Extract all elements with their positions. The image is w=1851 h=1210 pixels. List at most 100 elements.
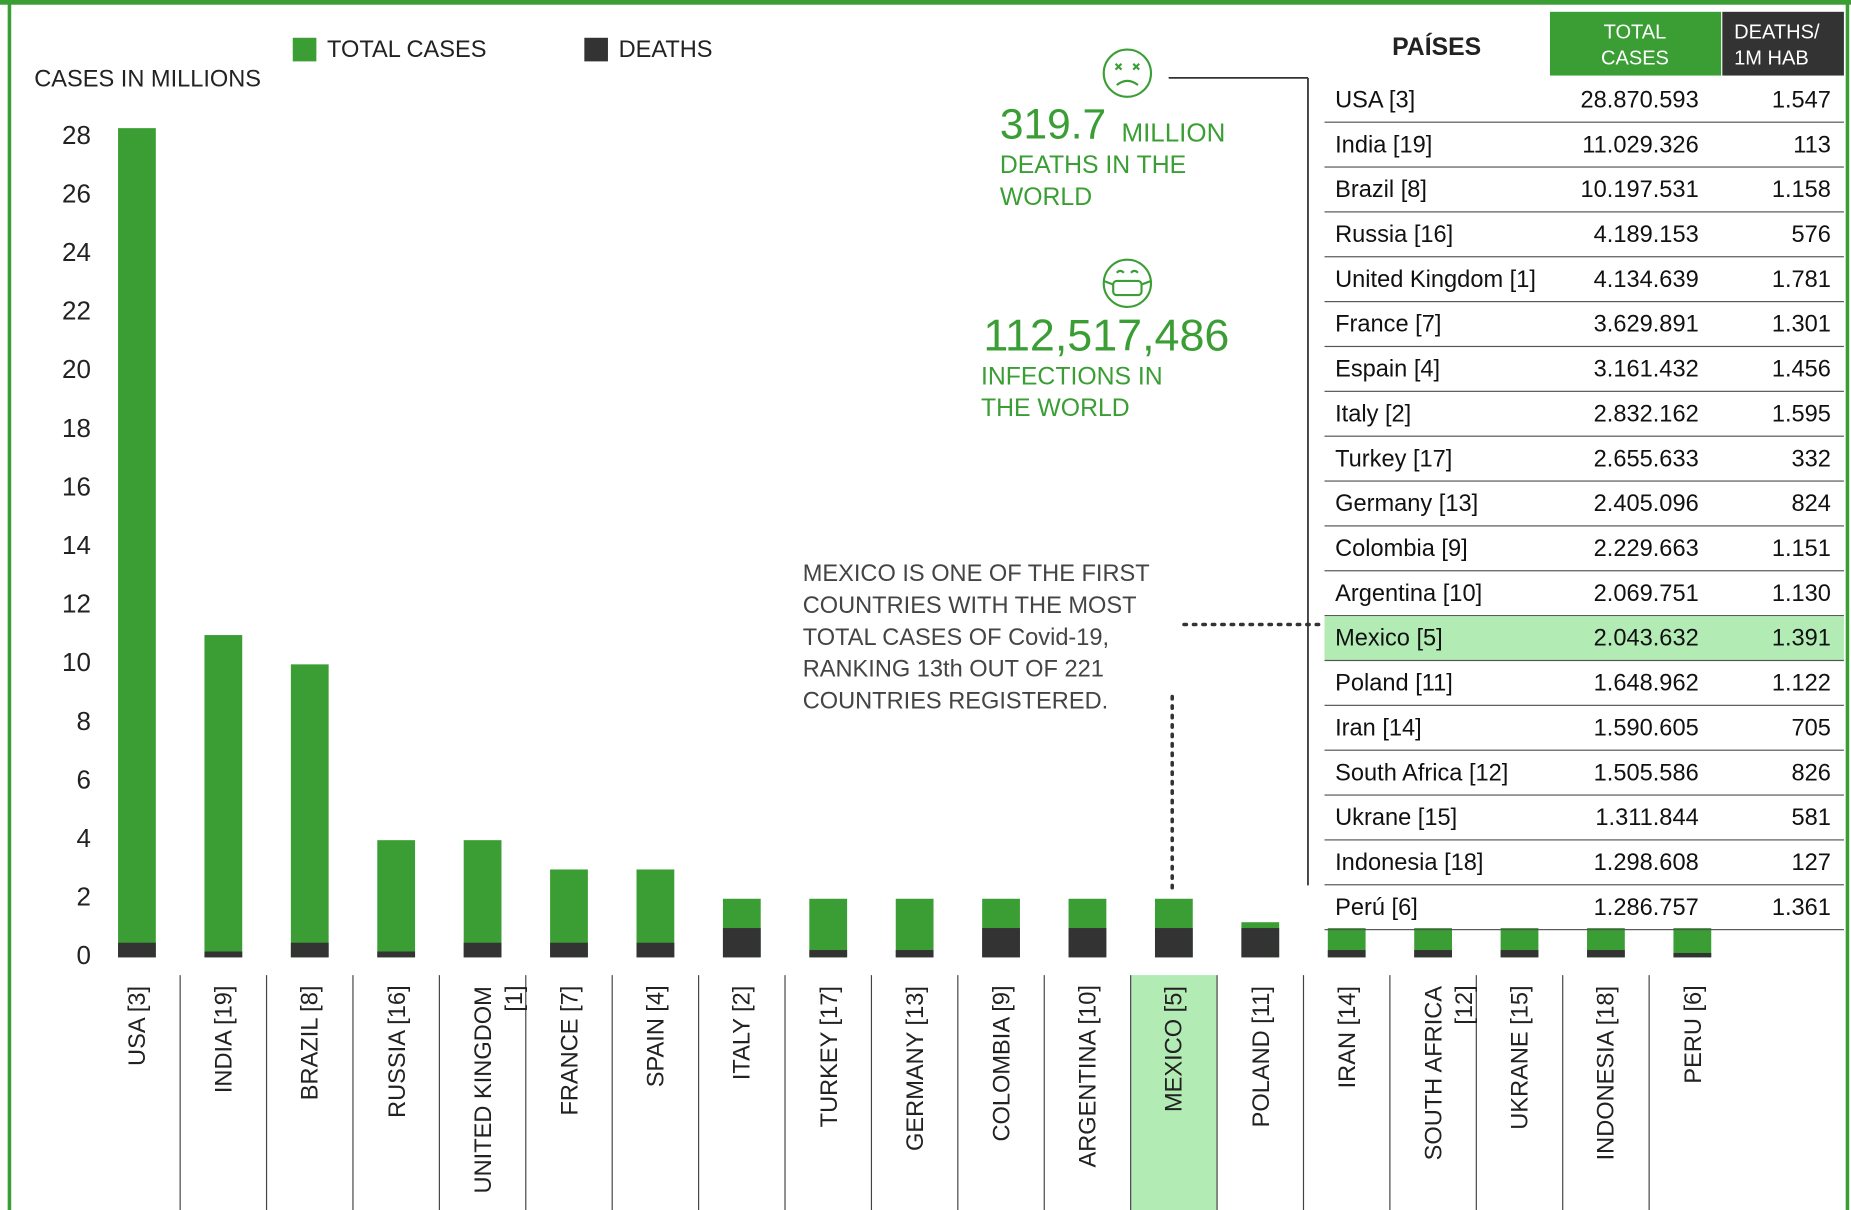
y-tick-label: 10 bbox=[62, 647, 91, 677]
table-cell: 2.229.663 bbox=[1593, 535, 1699, 562]
bar bbox=[1068, 928, 1107, 958]
y-tick-label: 2 bbox=[76, 882, 90, 912]
x-tick-label: USA [3] bbox=[125, 985, 152, 1066]
y-tick-label: 12 bbox=[62, 589, 91, 619]
table-header: PAÍSES bbox=[1392, 33, 1481, 61]
table-header: TOTAL bbox=[1604, 21, 1667, 43]
note-text: COUNTRIES REGISTERED. bbox=[803, 689, 1108, 715]
y-tick-label: 16 bbox=[62, 471, 91, 501]
table-cell: 1.595 bbox=[1771, 401, 1831, 428]
table-cell: 1.648.962 bbox=[1593, 670, 1699, 697]
table-row: Colombia [9] 2.229.663 1.151 bbox=[1324, 526, 1844, 572]
table-cell: Germany [13] bbox=[1335, 491, 1479, 518]
bar bbox=[290, 664, 329, 958]
x-tick-label: GERMANY [13] bbox=[902, 985, 929, 1151]
table-cell: 826 bbox=[1791, 760, 1831, 787]
bar bbox=[809, 950, 848, 958]
bar bbox=[463, 942, 502, 958]
table-cell: Turkey [17] bbox=[1335, 446, 1453, 473]
infections-figure: 112,517,486 bbox=[983, 310, 1229, 361]
table-cell: Brazil [8] bbox=[1335, 177, 1427, 204]
bar bbox=[204, 951, 243, 958]
x-tick-label: ARGENTINA [10] bbox=[1075, 985, 1102, 1169]
header-cell bbox=[1549, 11, 1722, 76]
legend-swatch bbox=[584, 37, 608, 62]
note-text: RANKING 13th OUT OF 221 bbox=[803, 657, 1104, 683]
table-row: Iran [14] 1.590.605 705 bbox=[1324, 706, 1844, 751]
table-cell: 3.629.891 bbox=[1593, 311, 1699, 338]
table-cell: Italy [2] bbox=[1335, 401, 1412, 428]
y-tick-label: 6 bbox=[76, 764, 90, 794]
table-cell: 4.134.639 bbox=[1593, 266, 1699, 293]
table-row: Espain [4] 3.161.432 1.456 bbox=[1324, 347, 1844, 392]
table-row: Poland [11] 1.648.962 1.122 bbox=[1324, 661, 1844, 706]
y-tick-label: 0 bbox=[76, 940, 90, 970]
table-cell: 2.069.751 bbox=[1593, 580, 1699, 607]
table-cell: 11.029.326 bbox=[1582, 132, 1699, 159]
table-cell: 1.286.757 bbox=[1593, 894, 1699, 921]
y-tick-label: 18 bbox=[62, 413, 91, 443]
table-cell: India [19] bbox=[1335, 132, 1433, 159]
note-text: COUNTRIES WITH THE MOST bbox=[803, 593, 1137, 619]
highlight-cell bbox=[1130, 975, 1218, 1210]
y-tick-label: 24 bbox=[62, 237, 91, 267]
mask-icon bbox=[1102, 258, 1153, 308]
bar bbox=[118, 942, 156, 958]
table-cell: 2.043.632 bbox=[1593, 625, 1699, 652]
deaths-text: MILLION bbox=[1121, 117, 1225, 147]
table-row: Germany [13] 2.405.096 824 bbox=[1324, 482, 1844, 527]
x-tick-label: UNITED KINGDOM [1] bbox=[470, 985, 528, 1193]
bar bbox=[895, 898, 934, 958]
table-cell: 705 bbox=[1791, 715, 1831, 742]
x-tick-label: FRANCE [7] bbox=[557, 985, 584, 1116]
bar bbox=[290, 942, 329, 958]
table-cell: Mexico [5] bbox=[1335, 625, 1443, 652]
deaths-text: DEATHS IN THE bbox=[1000, 152, 1186, 179]
x-tick-label: SPAIN [4] bbox=[643, 985, 670, 1088]
table-cell: 1.361 bbox=[1771, 894, 1831, 921]
legend-label: DEATHS bbox=[619, 37, 713, 63]
bar bbox=[1327, 950, 1366, 958]
x-tick-label: COLOMBIA [9] bbox=[989, 985, 1016, 1142]
table-row: Russia [16] 4.189.153 576 bbox=[1324, 212, 1844, 258]
table-cell: 2.405.096 bbox=[1593, 491, 1699, 518]
table-cell: 332 bbox=[1791, 446, 1831, 473]
x-tick-label: UKRANE [15] bbox=[1507, 985, 1534, 1131]
y-tick-label: 26 bbox=[62, 178, 91, 208]
x-tick-label: RUSSIA [16] bbox=[384, 985, 411, 1119]
bar bbox=[463, 840, 502, 958]
table-cell: 4.189.153 bbox=[1593, 221, 1699, 248]
deaths-text: WORLD bbox=[1000, 184, 1092, 211]
table-header: DEATHS/ bbox=[1734, 21, 1820, 43]
table-row: Italy [2] 2.832.162 1.595 bbox=[1324, 392, 1844, 437]
table-cell: 581 bbox=[1791, 805, 1831, 832]
note-text: TOTAL CASES OF Covid-19, bbox=[803, 625, 1109, 651]
infections-text: THE WORLD bbox=[981, 395, 1130, 422]
bar bbox=[1587, 950, 1625, 958]
bar bbox=[982, 928, 1020, 958]
table-header: CASES bbox=[1601, 47, 1669, 69]
table-cell: France [7] bbox=[1335, 311, 1442, 338]
table-cell: 1.547 bbox=[1771, 87, 1831, 114]
note-text: MEXICO IS ONE OF THE FIRST bbox=[803, 561, 1150, 587]
x-tick-label: TURKEY [17] bbox=[816, 985, 843, 1127]
table-cell: 10.197.531 bbox=[1580, 177, 1699, 204]
bar bbox=[722, 928, 761, 958]
table-row: Turkey [17] 2.655.633 332 bbox=[1324, 437, 1844, 482]
table-cell: Indonesia [18] bbox=[1335, 849, 1484, 876]
bar bbox=[377, 951, 416, 958]
bar bbox=[550, 942, 588, 958]
bar bbox=[1673, 952, 1712, 958]
bar bbox=[636, 942, 675, 958]
bar bbox=[895, 950, 934, 958]
bar bbox=[1673, 928, 1712, 958]
table-row: India [19] 11.029.326 113 bbox=[1324, 123, 1844, 168]
table-cell: Poland [11] bbox=[1335, 670, 1453, 697]
table-cell: Argentina [10] bbox=[1335, 580, 1483, 607]
country-table: USA [3] 28.870.593 1.547 India [19] 11.029.3… bbox=[1324, 78, 1844, 931]
table-cell: Espain [4] bbox=[1335, 356, 1441, 383]
table-cell: 2.832.162 bbox=[1593, 401, 1699, 428]
y-tick-label: 20 bbox=[62, 354, 91, 384]
